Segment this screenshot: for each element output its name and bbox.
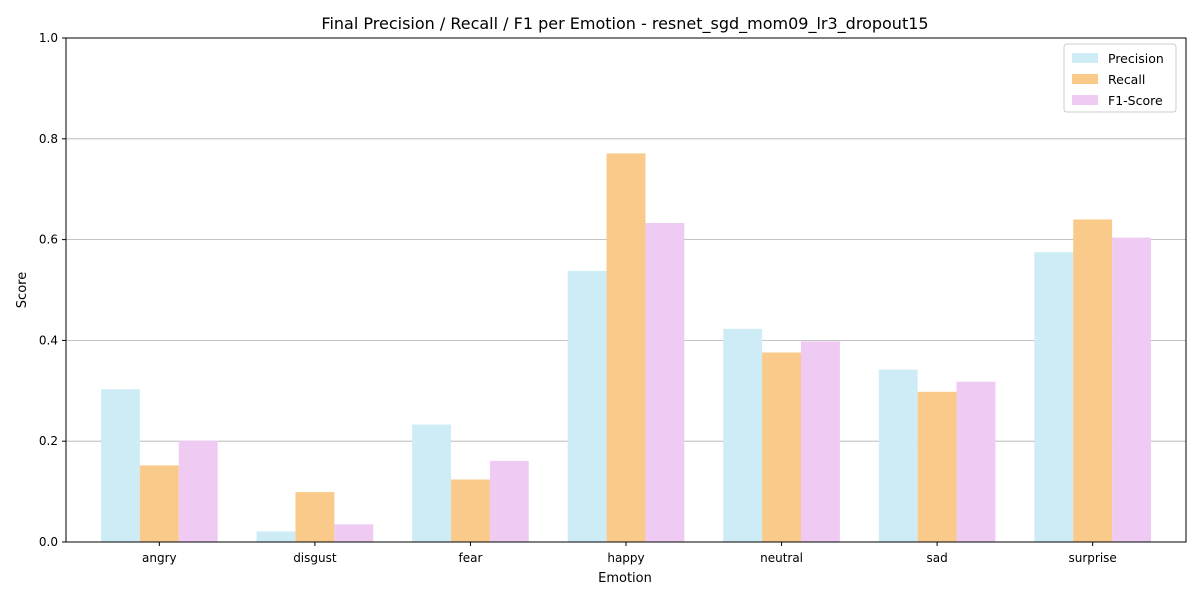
bar-precision	[567, 270, 607, 542]
x-axis-label: Emotion	[598, 571, 652, 586]
x-tick-label: disgust	[293, 551, 337, 565]
legend-label: Recall	[1108, 72, 1145, 87]
bar-recall	[917, 391, 957, 542]
x-tick-label: surprise	[1069, 551, 1117, 565]
bar-recall	[606, 153, 646, 542]
y-tick-label: 0.2	[39, 434, 58, 448]
y-tick-label: 0.4	[39, 333, 58, 347]
legend-swatch	[1072, 95, 1098, 105]
bar-recall	[1073, 219, 1113, 542]
bar-recall	[451, 479, 490, 542]
bar-recall	[139, 465, 179, 542]
bar-precision	[878, 369, 918, 542]
x-tick-label: sad	[926, 551, 947, 565]
bar-recall	[295, 492, 335, 542]
bar-precision	[256, 531, 296, 542]
legend: Precision Recall F1-Score	[1063, 43, 1177, 113]
legend-label: F1-Score	[1108, 93, 1163, 108]
legend-label: Precision	[1108, 51, 1164, 66]
bar-f1-score	[334, 524, 374, 542]
x-tick-label: fear	[458, 551, 482, 565]
chart-title: Final Precision / Recall / F1 per Emotio…	[321, 14, 928, 34]
x-ticks: angry disgust fear happy neutral sad surprise	[142, 542, 1117, 565]
bar-precision	[723, 328, 763, 542]
bar-f1-score	[1112, 237, 1151, 543]
x-tick-label: happy	[607, 551, 644, 565]
bars	[101, 153, 1151, 543]
y-ticks: 0.0 0.2 0.4 0.6 0.8 1.0	[39, 31, 66, 549]
bar-f1-score	[178, 440, 218, 542]
y-axis-label: Score	[15, 272, 30, 308]
bar-precision	[1034, 252, 1074, 542]
legend-swatch	[1072, 53, 1098, 63]
y-tick-label: 0.8	[39, 132, 58, 146]
y-tick-label: 1.0	[39, 31, 58, 45]
y-tick-label: 0.6	[39, 233, 58, 247]
x-tick-label: angry	[142, 551, 177, 565]
bar-f1-score	[489, 460, 529, 542]
bar-recall	[762, 352, 801, 542]
bar-precision	[101, 389, 140, 542]
x-tick-label: neutral	[760, 551, 803, 565]
bar-f1-score	[645, 222, 685, 542]
bar-precision	[412, 424, 451, 542]
bar-f1-score	[801, 341, 840, 542]
bar-f1-score	[956, 381, 996, 542]
y-tick-label: 0.0	[39, 535, 58, 549]
legend-swatch	[1072, 74, 1098, 84]
